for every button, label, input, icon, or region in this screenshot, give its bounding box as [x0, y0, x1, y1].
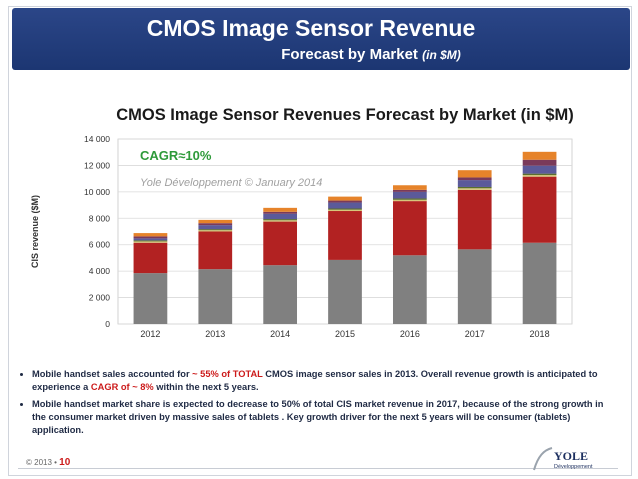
- y-tick-label: 10 000: [84, 187, 110, 197]
- bar-segment: [198, 225, 233, 230]
- bar-segment: [457, 170, 492, 178]
- bullet-1-text-a: Mobile handset sales accounted for: [32, 369, 193, 379]
- x-tick-label: 2014: [270, 329, 290, 339]
- bar-segment: [392, 201, 427, 256]
- bar-segment: [263, 220, 298, 222]
- y-tick-label: 0: [105, 319, 110, 329]
- bar-segment: [328, 211, 362, 260]
- bullet-1-text-c: within the next 5 years.: [153, 382, 259, 393]
- bar-segment: [522, 173, 557, 176]
- bar-segment: [198, 223, 233, 226]
- y-axis-label: CIS revenue ($M): [30, 195, 40, 268]
- page-number: 10: [59, 457, 71, 468]
- bar-segment: [328, 202, 362, 209]
- slide-title: CMOS Image Sensor Revenue: [146, 15, 476, 41]
- bar-segment: [522, 165, 557, 174]
- bar-segment: [263, 211, 298, 214]
- y-tick-label: 6 000: [89, 240, 111, 250]
- bar-segment: [328, 259, 362, 324]
- logo-subtext: Développement: [554, 464, 593, 470]
- chart-watermark: Yole Développement © January 2014: [140, 177, 322, 189]
- bullet-2: Mobile handset market share is expected …: [32, 398, 608, 438]
- bar-segment: [133, 238, 168, 241]
- bullet-1-text-b: CMOS image sensor sales in 2013. Overall…: [32, 369, 598, 393]
- x-tick-label: 2016: [400, 329, 420, 339]
- bar-segment: [328, 208, 362, 210]
- footer-copyright: © 2013 •: [26, 458, 57, 467]
- logo-swoosh: [533, 447, 553, 471]
- bar-segment: [457, 186, 492, 189]
- chart-title: CMOS Image Sensor Revenues Forecast by M…: [116, 106, 574, 124]
- bar-segment: [198, 229, 233, 231]
- bar-segment: [457, 249, 492, 324]
- subtitle-text: Forecast by Market: [281, 46, 418, 63]
- bar-segment: [392, 191, 427, 199]
- bullet-1: Mobile handset sales accounted for ~ 55%…: [32, 368, 608, 395]
- bar-segment: [198, 269, 233, 324]
- bullet-list: Mobile handset sales accounted for ~ 55%…: [18, 368, 608, 440]
- bullet-1-highlight-a: ~ 55% of TOTAL: [192, 369, 263, 379]
- bar-segment: [263, 221, 298, 266]
- bullet-1-highlight-b: CAGR of ~ 8%: [90, 382, 154, 393]
- bar-segment: [392, 189, 427, 192]
- y-tick-label: 8 000: [89, 213, 111, 223]
- bar-segment: [457, 189, 492, 250]
- cagr-annotation: CAGR≈10%: [140, 148, 212, 163]
- subtitle-note: (in $M): [422, 48, 461, 62]
- bar-segment: [198, 231, 233, 270]
- logo-text: YOLE: [554, 449, 588, 463]
- slide-header: CMOS Image Sensor Revenue Forecast by Ma…: [12, 8, 630, 70]
- bar-segment: [263, 207, 298, 212]
- bar-segment: [457, 180, 492, 187]
- bar-segment: [133, 242, 168, 274]
- bar-segment: [133, 240, 168, 242]
- slide-subtitle: Forecast by Market (in $M): [62, 46, 638, 63]
- bar-segment: [133, 236, 168, 239]
- bar-segment: [522, 176, 557, 243]
- bullet-2-text: Mobile handset market share is expected …: [32, 398, 604, 436]
- bar-segment: [133, 273, 168, 324]
- bar-segment: [133, 233, 168, 237]
- bar-segment: [328, 209, 362, 212]
- bar-segment: [522, 159, 557, 166]
- bar-segment: [457, 177, 492, 181]
- bar-segment: [328, 200, 362, 203]
- bar-segment: [522, 151, 557, 160]
- x-tick-label: 2017: [465, 329, 485, 339]
- bar-segment: [522, 242, 557, 324]
- y-tick-label: 4 000: [89, 266, 111, 276]
- bar-segment: [263, 213, 298, 220]
- bar-segment: [392, 198, 427, 200]
- bar-segment: [263, 265, 298, 324]
- x-tick-label: 2013: [205, 329, 225, 339]
- yole-logo: YOLE Développement: [533, 447, 593, 471]
- bar-segment: [198, 230, 233, 232]
- x-tick-label: 2015: [335, 329, 355, 339]
- y-tick-label: 14 000: [84, 134, 110, 144]
- footer-rule: [18, 468, 618, 469]
- bar-segment: [392, 199, 427, 202]
- bar-segment: [522, 175, 557, 177]
- bar-segment: [263, 219, 298, 221]
- y-tick-label: 12 000: [84, 160, 110, 170]
- x-tick-label: 2012: [140, 329, 160, 339]
- x-tick-label: 2018: [530, 329, 550, 339]
- bar-segment: [328, 196, 362, 201]
- bar-segment: [457, 188, 492, 190]
- bar-segment: [198, 219, 233, 224]
- bar-segment: [392, 185, 427, 190]
- footer: © 2013 • 10: [26, 457, 70, 468]
- bar-segment: [392, 255, 427, 324]
- y-tick-label: 2 000: [89, 293, 111, 303]
- bar-segment: [133, 241, 168, 243]
- slide-frame: [8, 6, 632, 476]
